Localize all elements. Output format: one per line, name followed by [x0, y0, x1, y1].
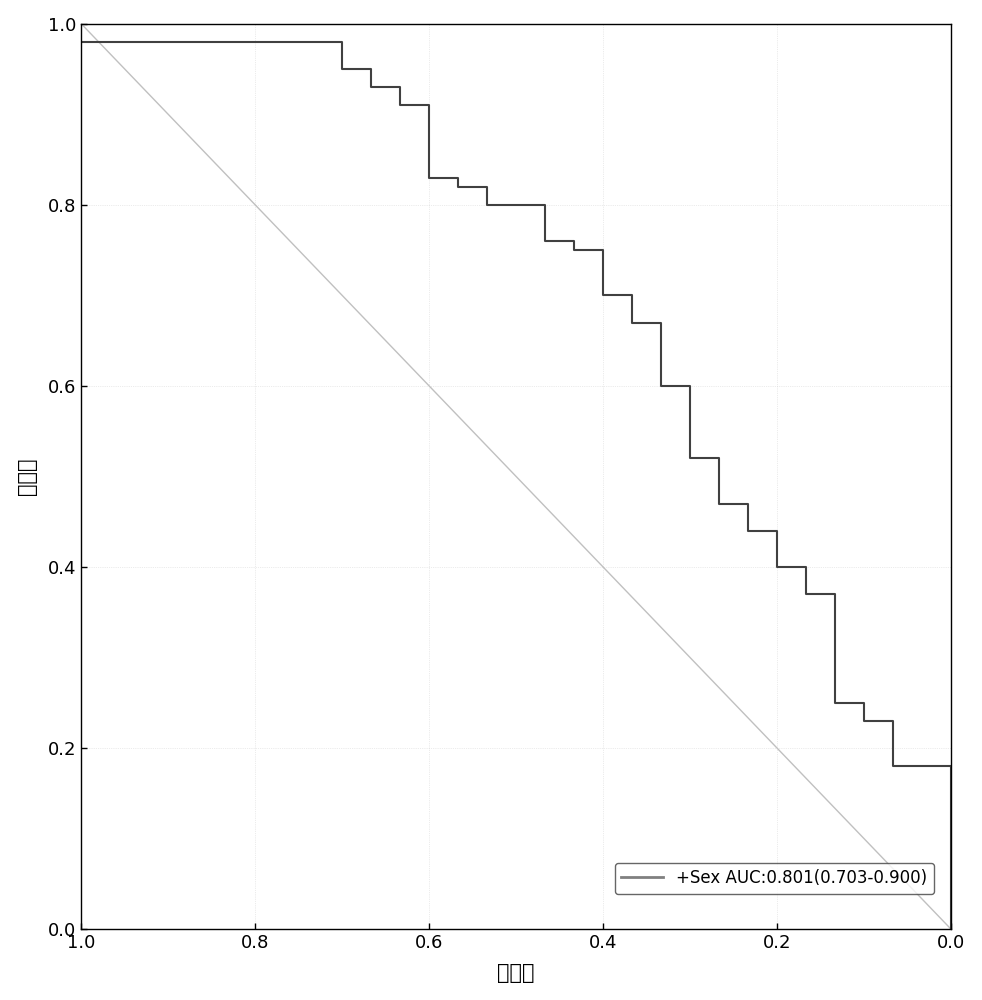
X-axis label: 特异度: 特异度: [498, 963, 535, 983]
Legend: +Sex AUC:0.801(0.703-0.900): +Sex AUC:0.801(0.703-0.900): [615, 863, 934, 894]
Y-axis label: 灵敏度: 灵敏度: [17, 458, 36, 495]
